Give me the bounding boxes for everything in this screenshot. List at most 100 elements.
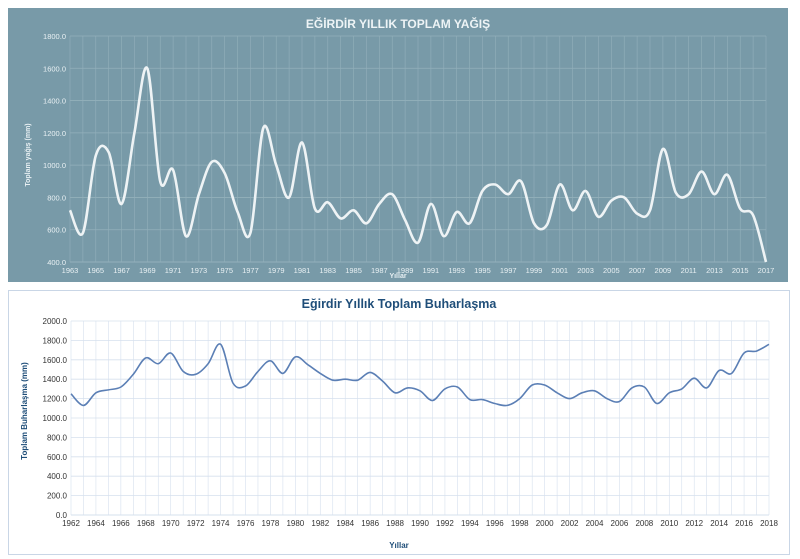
evaporation-chart: Eğirdir Yıllık Toplam Buharlaşma Yıllar …	[20, 297, 778, 550]
evaporation-chart-title: Eğirdir Yıllık Toplam Buharlaşma	[302, 297, 498, 311]
data-point-1978	[269, 360, 271, 362]
x-tick-label: 2018	[760, 519, 778, 528]
y-tick-label: 1000.0	[43, 161, 66, 170]
data-point-1975	[232, 382, 234, 384]
y-tick-label: 1400.0	[43, 375, 68, 384]
data-point-1982	[319, 372, 321, 374]
data-point-2012	[700, 170, 702, 172]
rainfall-chart: EĞİRDİR YILLIK TOPLAM YAĞIŞ Yıllar Topla…	[25, 16, 775, 280]
data-point-1971	[182, 370, 184, 372]
data-point-2000	[546, 224, 548, 226]
data-point-1983	[327, 201, 329, 203]
data-point-2004	[597, 216, 599, 218]
y-tick-label: 600.0	[47, 226, 66, 235]
x-tick-label: 1978	[262, 519, 280, 528]
x-tick-label: 2004	[586, 519, 604, 528]
y-tick-label: 800.0	[47, 193, 66, 202]
data-point-1995	[481, 190, 483, 192]
data-point-1966	[120, 386, 122, 388]
x-tick-label: 1987	[371, 266, 388, 275]
x-tick-label: 1985	[345, 266, 362, 275]
data-point-1992	[444, 388, 446, 390]
y-tick-label: 1600.0	[43, 64, 66, 73]
x-tick-label: 2017	[758, 266, 775, 275]
x-tick-label: 1992	[436, 519, 454, 528]
x-tick-label: 2005	[603, 266, 620, 275]
data-point-1998	[520, 180, 522, 182]
x-tick-label: 1966	[112, 519, 130, 528]
data-point-1995	[481, 398, 483, 400]
data-point-1994	[468, 222, 470, 224]
data-point-1976	[244, 385, 246, 387]
x-tick-label: 1995	[474, 266, 491, 275]
x-tick-label: 1977	[242, 266, 259, 275]
data-point-1987	[378, 203, 380, 205]
x-tick-label: 1997	[500, 266, 517, 275]
data-point-1990	[419, 390, 421, 392]
data-point-1996	[494, 402, 496, 404]
data-point-1987	[381, 380, 383, 382]
data-point-2001	[556, 392, 558, 394]
data-point-2012	[693, 377, 695, 379]
data-point-1994	[469, 398, 471, 400]
x-tick-label: 2007	[629, 266, 646, 275]
x-tick-label: 1979	[268, 266, 285, 275]
y-tick-label: 0.0	[56, 511, 68, 520]
data-point-1976	[236, 211, 238, 213]
rainfall-y-ticks: 400.0 600.0 800.0 1000.0 1200.0 1400.0 1600.0 1…	[43, 32, 66, 267]
data-point-2017	[755, 350, 757, 352]
data-point-1979	[275, 164, 277, 166]
x-tick-label: 1964	[87, 519, 105, 528]
data-point-2014	[726, 174, 728, 176]
data-point-2018	[768, 343, 770, 345]
y-tick-label: 1200.0	[43, 395, 68, 404]
x-tick-label: 1976	[237, 519, 255, 528]
data-point-1997	[506, 404, 508, 406]
x-tick-label: 1989	[397, 266, 414, 275]
y-tick-label: 200.0	[47, 492, 68, 501]
x-tick-label: 1984	[336, 519, 354, 528]
data-point-2011	[681, 388, 683, 390]
x-tick-label: 1986	[361, 519, 379, 528]
data-point-1983	[332, 379, 334, 381]
data-point-2007	[631, 387, 633, 389]
data-point-1981	[301, 141, 303, 143]
y-tick-label: 1000.0	[43, 414, 68, 423]
data-point-1974	[219, 343, 221, 345]
rainfall-grid	[69, 35, 767, 263]
x-tick-label: 1963	[62, 266, 79, 275]
data-point-1972	[185, 235, 187, 237]
x-tick-label: 1998	[511, 519, 529, 528]
x-tick-label: 1974	[212, 519, 230, 528]
data-point-1992	[443, 235, 445, 237]
data-point-1989	[406, 387, 408, 389]
evaporation-y-axis-label: Toplam Buharlaşma (mm)	[20, 362, 29, 460]
data-point-1985	[352, 209, 354, 211]
x-tick-label: 1993	[448, 266, 465, 275]
data-point-1988	[391, 193, 393, 195]
data-point-1965	[95, 154, 97, 156]
data-point-2009	[662, 148, 664, 150]
y-tick-label: 400.0	[47, 472, 68, 481]
data-point-2015	[739, 208, 741, 210]
x-tick-label: 2011	[681, 266, 697, 275]
data-point-2010	[675, 191, 677, 193]
x-tick-label: 1996	[486, 519, 504, 528]
x-tick-label: 2006	[611, 519, 629, 528]
data-point-1980	[288, 196, 290, 198]
x-tick-label: 2001	[551, 266, 568, 275]
x-tick-label: 2009	[655, 266, 672, 275]
y-tick-label: 400.0	[47, 258, 66, 267]
data-point-1986	[365, 222, 367, 224]
y-tick-label: 1800.0	[43, 32, 66, 41]
data-point-2003	[581, 392, 583, 394]
x-tick-label: 1975	[216, 266, 233, 275]
data-point-1977	[257, 370, 259, 372]
x-tick-label: 1962	[62, 519, 80, 528]
data-point-2007	[636, 212, 638, 214]
y-tick-label: 800.0	[47, 433, 68, 442]
data-point-1970	[170, 352, 172, 354]
data-point-1999	[533, 222, 535, 224]
data-point-2000	[543, 384, 545, 386]
